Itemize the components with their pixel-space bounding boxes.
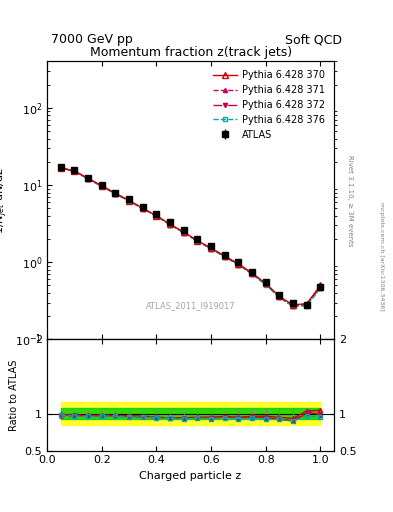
Pythia 6.428 371 (209, 246, 213, 252)
Y-axis label: 1/N$_{jet}$ dN/dz: 1/N$_{jet}$ dN/dz (0, 167, 10, 234)
Pythia 6.428 372 (154, 213, 159, 219)
Pythia 6.428 376 (154, 213, 159, 219)
Pythia 6.428 370 (304, 301, 309, 307)
Pythia 6.428 376 (209, 246, 213, 252)
Pythia 6.428 372 (222, 253, 227, 260)
Pythia 6.428 376 (263, 282, 268, 288)
Pythia 6.428 376 (250, 271, 254, 277)
Pythia 6.428 372 (182, 229, 186, 236)
Pythia 6.428 372 (59, 165, 63, 171)
Y-axis label: Ratio to ATLAS: Ratio to ATLAS (9, 359, 19, 431)
Pythia 6.428 370 (140, 205, 145, 211)
Pythia 6.428 376 (277, 294, 282, 301)
Pythia 6.428 371 (236, 262, 241, 268)
Text: Soft QCD: Soft QCD (285, 33, 342, 46)
Line: Pythia 6.428 371: Pythia 6.428 371 (59, 166, 323, 308)
Pythia 6.428 370 (277, 293, 282, 300)
Pythia 6.428 370 (168, 221, 173, 227)
Pythia 6.428 370 (236, 261, 241, 267)
Pythia 6.428 370 (182, 229, 186, 235)
Pythia 6.428 372 (113, 190, 118, 197)
Pythia 6.428 370 (154, 212, 159, 219)
Pythia 6.428 376 (113, 190, 118, 197)
Pythia 6.428 376 (168, 222, 173, 228)
Pythia 6.428 371 (277, 294, 282, 301)
Pythia 6.428 371 (263, 281, 268, 287)
Pythia 6.428 371 (154, 213, 159, 219)
Pythia 6.428 370 (72, 168, 77, 174)
Pythia 6.428 370 (222, 253, 227, 259)
Pythia 6.428 376 (59, 165, 63, 171)
Pythia 6.428 372 (209, 245, 213, 251)
Pythia 6.428 376 (236, 262, 241, 268)
Pythia 6.428 376 (182, 230, 186, 236)
Pythia 6.428 371 (318, 285, 323, 291)
Pythia 6.428 371 (86, 176, 90, 182)
Line: Pythia 6.428 370: Pythia 6.428 370 (58, 165, 323, 308)
Pythia 6.428 371 (99, 183, 104, 189)
Pythia 6.428 376 (304, 303, 309, 309)
Pythia 6.428 371 (140, 205, 145, 211)
Pythia 6.428 372 (236, 261, 241, 267)
Pythia 6.428 370 (195, 238, 200, 244)
Pythia 6.428 376 (86, 176, 90, 182)
Pythia 6.428 370 (99, 183, 104, 189)
Pythia 6.428 376 (291, 303, 296, 309)
Pythia 6.428 376 (72, 168, 77, 175)
Pythia 6.428 370 (250, 270, 254, 276)
Pythia 6.428 376 (127, 198, 132, 204)
Legend: Pythia 6.428 370, Pythia 6.428 371, Pythia 6.428 372, Pythia 6.428 376, ATLAS: Pythia 6.428 370, Pythia 6.428 371, Pyth… (209, 66, 329, 143)
Pythia 6.428 370 (291, 302, 296, 308)
Y-axis label: Rivet 3.1.10, ≥ 3M events: Rivet 3.1.10, ≥ 3M events (347, 155, 353, 246)
Pythia 6.428 372 (263, 281, 268, 287)
Pythia 6.428 370 (86, 175, 90, 181)
Pythia 6.428 372 (318, 284, 323, 290)
Pythia 6.428 376 (222, 254, 227, 260)
Pythia 6.428 372 (195, 238, 200, 244)
Pythia 6.428 371 (250, 271, 254, 277)
Pythia 6.428 372 (140, 205, 145, 211)
Pythia 6.428 370 (263, 281, 268, 287)
Line: Pythia 6.428 372: Pythia 6.428 372 (59, 166, 323, 308)
Pythia 6.428 372 (250, 270, 254, 276)
Pythia 6.428 371 (291, 303, 296, 309)
Pythia 6.428 376 (140, 205, 145, 211)
Pythia 6.428 376 (99, 183, 104, 189)
Pythia 6.428 372 (99, 183, 104, 189)
Title: Momentum fraction z(track jets): Momentum fraction z(track jets) (90, 46, 292, 59)
Pythia 6.428 371 (72, 168, 77, 175)
Pythia 6.428 371 (182, 229, 186, 236)
Pythia 6.428 370 (113, 190, 118, 197)
Pythia 6.428 370 (59, 164, 63, 170)
Pythia 6.428 371 (304, 301, 309, 307)
Pythia 6.428 376 (195, 238, 200, 244)
Pythia 6.428 370 (318, 283, 323, 289)
Pythia 6.428 372 (277, 294, 282, 301)
Text: 7000 GeV pp: 7000 GeV pp (51, 33, 133, 46)
Pythia 6.428 371 (195, 238, 200, 244)
Line: Pythia 6.428 376: Pythia 6.428 376 (59, 166, 323, 308)
Pythia 6.428 372 (86, 176, 90, 182)
Pythia 6.428 372 (127, 198, 132, 204)
X-axis label: Charged particle z: Charged particle z (140, 471, 242, 481)
Text: ATLAS_2011_I919017: ATLAS_2011_I919017 (146, 302, 235, 311)
Pythia 6.428 376 (318, 285, 323, 291)
Text: mcplots.cern.ch [arXiv:1306.3436]: mcplots.cern.ch [arXiv:1306.3436] (379, 202, 384, 310)
Pythia 6.428 370 (127, 198, 132, 204)
Pythia 6.428 372 (304, 302, 309, 308)
Pythia 6.428 371 (113, 191, 118, 197)
Pythia 6.428 372 (72, 168, 77, 174)
Pythia 6.428 371 (59, 165, 63, 172)
Pythia 6.428 371 (222, 253, 227, 260)
Pythia 6.428 372 (291, 303, 296, 309)
Pythia 6.428 371 (127, 198, 132, 204)
Pythia 6.428 370 (209, 245, 213, 251)
Pythia 6.428 371 (168, 222, 173, 228)
Pythia 6.428 372 (168, 221, 173, 227)
